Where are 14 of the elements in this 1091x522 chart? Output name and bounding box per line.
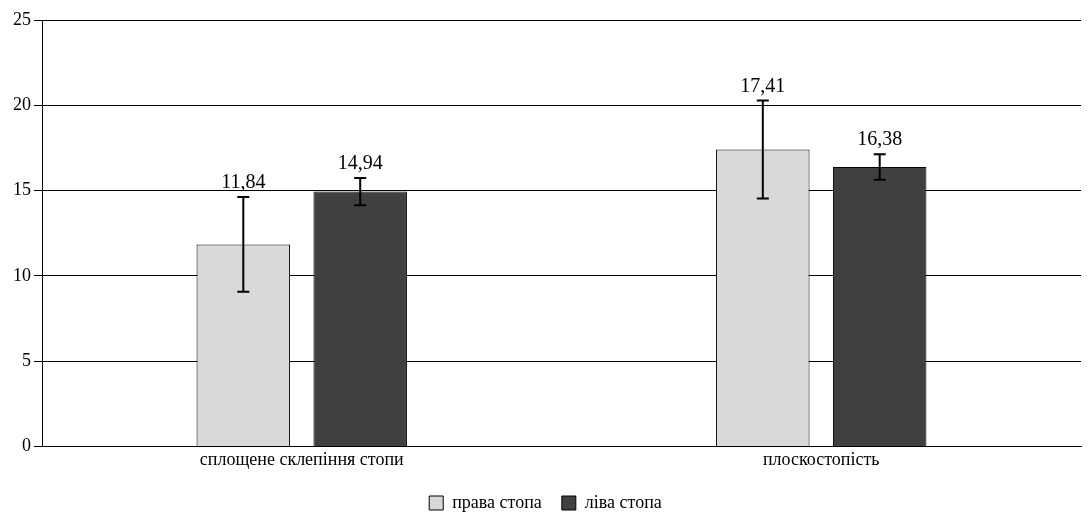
y-tick-label: 10 [13, 264, 31, 285]
legend-label: права стопа [452, 491, 542, 512]
data-label: 14,94 [337, 151, 383, 174]
y-tick-label: 15 [13, 179, 31, 200]
y-tick-label: 0 [22, 435, 31, 456]
y-tick-label: 25 [13, 8, 31, 29]
x-tick-label: плоскостопість [762, 448, 880, 469]
data-label: 16,38 [857, 127, 903, 150]
x-tick-label: сплощене склепіння стопи [199, 448, 405, 469]
y-tick-label: 5 [22, 349, 31, 370]
y-tick-label: 20 [13, 94, 31, 115]
legend-label: ліва стопа [584, 491, 662, 512]
data-label: 11,84 [221, 170, 266, 193]
data-label: 17,41 [740, 73, 786, 96]
